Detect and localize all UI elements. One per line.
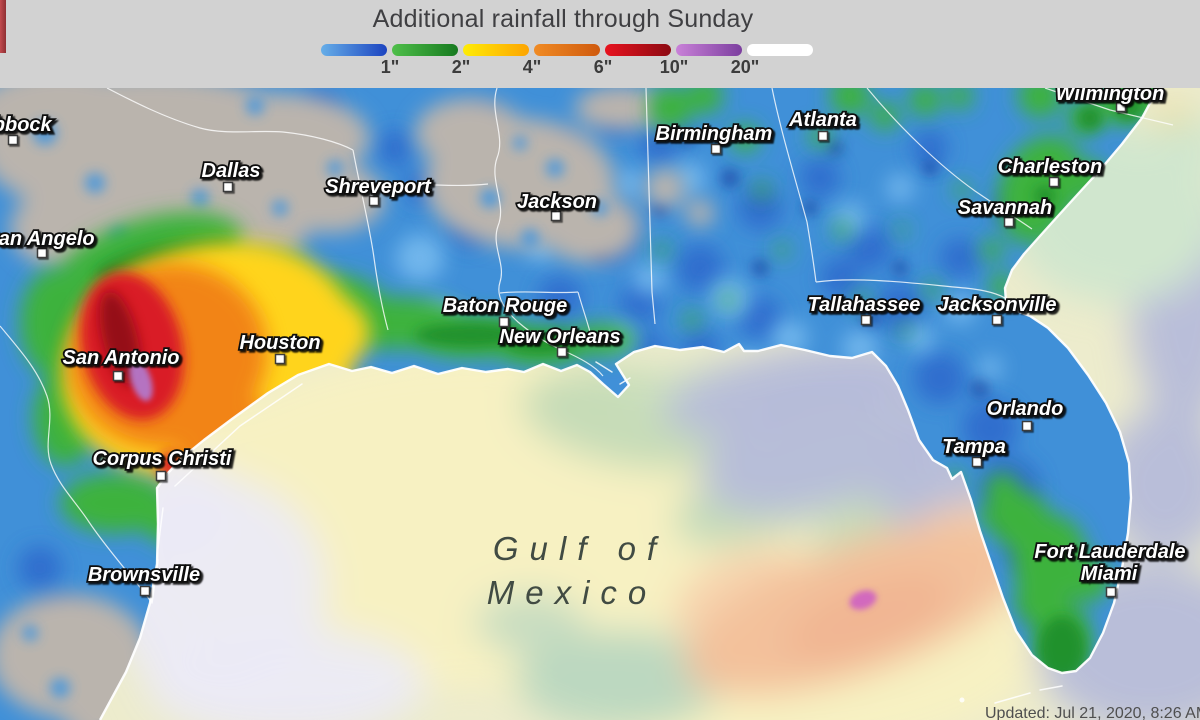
rain-layer-purple	[129, 358, 153, 402]
marker-san-angelo	[36, 247, 48, 259]
brand-accent-bar	[0, 0, 6, 53]
city-label-savannah: Savannah	[958, 197, 1052, 219]
marker-charleston	[1048, 176, 1060, 188]
city-label-orlando: Orlando	[987, 398, 1064, 420]
city-label-san-antonio: San Antonio	[62, 347, 179, 369]
legend-tick-2: 2"	[451, 57, 471, 77]
legend-swatch-6in	[534, 44, 600, 56]
gulf-label-line1: Gulf of	[493, 530, 667, 567]
city-label-baton-rouge: Baton Rouge	[443, 295, 567, 317]
city-label-lubbock: Lubbock	[0, 114, 53, 136]
city-label-jacksonville: Jacksonville	[938, 294, 1057, 316]
coastline	[98, 87, 1160, 720]
city-label-miami: Miami	[1081, 563, 1138, 585]
city-label-charleston: Charleston	[998, 156, 1102, 178]
city-label-dallas: Dallas	[202, 160, 261, 182]
header: Additional rainfall through Sunday 1" 2"…	[0, 0, 1200, 88]
page-title: Additional rainfall through Sunday	[372, 5, 754, 33]
city-label-brownsville: Brownsville	[88, 564, 200, 586]
marker-dallas	[222, 181, 234, 193]
city-label-san-angelo: San Angelo	[0, 228, 95, 250]
marker-san-antonio	[112, 370, 124, 382]
marker-new-orleans	[556, 346, 568, 358]
marker-miami	[1105, 586, 1117, 598]
gulf-label-line2: Mexico	[487, 574, 658, 611]
legend-swatch-10in	[605, 44, 671, 56]
city-label-tampa: Tampa	[942, 436, 1006, 458]
water-rain-layers	[105, 93, 1200, 720]
marker-baton-rouge	[498, 316, 510, 328]
marker-shreveport	[368, 195, 380, 207]
legend-swatch-max	[747, 44, 813, 56]
city-label-houston: Houston	[239, 332, 320, 354]
city-label-jackson: Jackson	[517, 191, 597, 213]
updated-timestamp: Updated: Jul 21, 2020, 8:26 AM EDT	[985, 705, 1200, 720]
city-label-birmingham: Birmingham	[656, 123, 773, 145]
marker-corpus-christi	[155, 470, 167, 482]
city-label-shreveport: Shreveport	[325, 176, 432, 198]
marker-jackson	[550, 210, 562, 222]
marker-savannah	[1003, 216, 1015, 228]
water-magenta-spot	[849, 590, 877, 610]
legend-tick-6: 6"	[593, 57, 613, 77]
legend-swatch-20in	[676, 44, 742, 56]
marker-jacksonville	[991, 314, 1003, 326]
marker-tallahassee	[860, 314, 872, 326]
legend-swatch-1in	[321, 44, 387, 56]
marker-wilmington	[1115, 101, 1127, 113]
legend-swatch-4in	[463, 44, 529, 56]
city-label-new-orleans: New Orleans	[499, 326, 620, 348]
city-markers	[7, 101, 1127, 598]
marker-birmingham	[710, 143, 722, 155]
legend-tick-20: 20"	[730, 57, 760, 77]
barrier-islands	[151, 361, 1063, 704]
marker-lubbock	[7, 134, 19, 146]
city-label-atlanta: Atlanta	[788, 109, 857, 131]
rainfall-map: Lubbock Dallas Shreveport San Angelo Jac…	[0, 68, 1200, 720]
legend-tick-1: 1"	[380, 57, 400, 77]
city-label-wilmington: Wilmington	[1056, 88, 1165, 105]
marker-orlando	[1021, 420, 1033, 432]
city-label-tallahassee: Tallahassee	[808, 294, 921, 316]
marker-houston	[274, 353, 286, 365]
marker-atlanta	[817, 130, 829, 142]
rain-layer-dark-red	[99, 291, 141, 385]
marker-brownsville	[139, 585, 151, 597]
legend-tick-4: 4"	[522, 57, 542, 77]
city-label-fort-lauderdale: Fort Lauderdale	[1034, 541, 1185, 563]
rainfall-map-svg: Lubbock Dallas Shreveport San Angelo Jac…	[0, 68, 1200, 720]
city-label-corpus-christi: Corpus Christi	[93, 448, 232, 470]
legend-tick-10: 10"	[659, 57, 689, 77]
marker-tampa	[971, 456, 983, 468]
legend-swatch-2in	[392, 44, 458, 56]
